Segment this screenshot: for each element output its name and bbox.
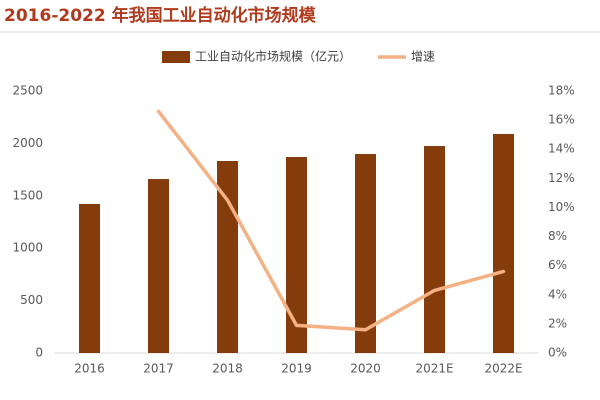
y2-tick-label: 6% <box>548 258 567 272</box>
legend-label: 工业自动化市场规模（亿元） <box>195 49 351 64</box>
bar <box>493 133 514 353</box>
bar <box>424 146 445 353</box>
x-tick-label: 2017 <box>143 362 174 376</box>
y2-tick-label: 8% <box>548 229 567 243</box>
y2-tick-label: 10% <box>548 200 575 214</box>
x-tick-label: 2020 <box>350 362 381 376</box>
bar <box>148 179 169 353</box>
y2-tick-label: 18% <box>548 84 575 98</box>
bar <box>286 157 307 353</box>
x-tick-label: 2022E <box>484 362 522 376</box>
line <box>156 109 506 332</box>
y-tick-label: 500 <box>20 293 43 307</box>
y-tick-label: 2000 <box>12 136 43 150</box>
y2-tick-label: 4% <box>548 287 567 301</box>
x-tick-label: 2019 <box>281 362 312 376</box>
legend-label: 增速 <box>411 50 435 64</box>
y-tick-label: 1000 <box>12 241 43 255</box>
y2-tick-label: 16% <box>548 113 575 127</box>
y2-tick-label: 2% <box>548 316 567 330</box>
y2-tick-label: 14% <box>548 142 575 156</box>
y-tick-label: 0 <box>35 346 43 360</box>
x-tick-label: 2021E <box>415 362 453 376</box>
bar <box>79 203 100 353</box>
y2-tick-label: 0% <box>548 346 567 360</box>
y2-tick-label: 12% <box>548 171 575 185</box>
x-tick-label: 2018 <box>212 362 243 376</box>
x-tick-label: 2016 <box>74 362 105 376</box>
y-tick-label: 1500 <box>12 188 43 202</box>
chart-title: 2016-2022 年我国工业自动化市场规模 <box>4 5 317 26</box>
bar <box>355 153 376 353</box>
y-tick-label: 2500 <box>12 84 43 98</box>
legend-swatch <box>162 51 190 63</box>
